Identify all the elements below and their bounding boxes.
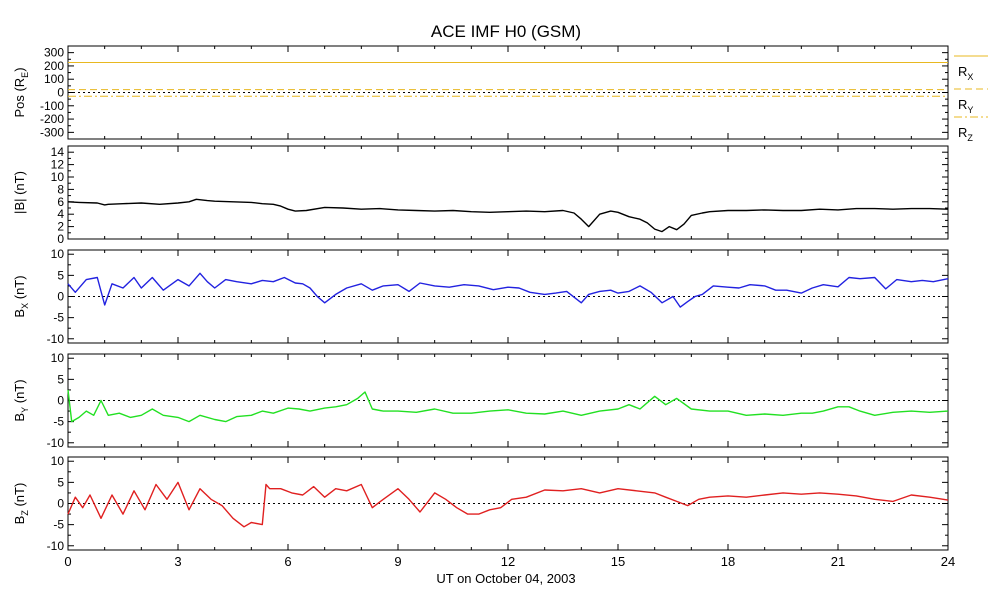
panel-By: -10 -5 0 5 10 BY (nT) — [12, 351, 949, 450]
y-axis-label-main: B — [12, 309, 27, 318]
x-tick-label: 3 — [174, 554, 181, 569]
y-axis-label-main: B — [12, 413, 27, 422]
y-axis-label-tail: (nT) — [12, 379, 27, 406]
y-tick-label: 10 — [51, 351, 65, 365]
legend-label-sub: Z — [967, 133, 973, 143]
y-axis-label-tail: (nT) — [12, 275, 27, 302]
y-axis-label-sub: Z — [20, 510, 30, 516]
legend-label: RZ — [958, 125, 973, 143]
legend-label: RY — [958, 97, 973, 115]
y-tick-label: -300 — [40, 125, 64, 139]
chart-title: ACE IMF H0 (GSM) — [431, 22, 581, 41]
y-tick-label: -5 — [53, 518, 64, 532]
y-tick-label: 100 — [44, 72, 64, 86]
y-tick-label: 0 — [57, 232, 64, 246]
y-tick-label: 10 — [51, 170, 65, 184]
x-tick-label: 21 — [831, 554, 845, 569]
y-tick-label: 10 — [51, 454, 65, 468]
y-axis-label-tail: (nT) — [12, 483, 27, 510]
y-axis-label-sub: E — [20, 72, 30, 78]
y-axis-label-sub: Y — [20, 407, 30, 413]
series-line-Bz — [67, 481, 949, 528]
legend-label: RX — [958, 64, 973, 82]
y-axis-label-tail: ) — [12, 67, 27, 71]
y-tick-label: 5 — [57, 372, 64, 386]
y-tick-label: -10 — [47, 436, 65, 450]
y-tick-label: 8 — [57, 182, 64, 196]
x-tick-label: 9 — [394, 554, 401, 569]
y-axis-label-sub: X — [20, 303, 30, 309]
y-tick-label: 0 — [57, 394, 64, 408]
y-axis-label-main: B — [12, 516, 27, 525]
y-axis-label: |B| (nT) — [12, 171, 27, 214]
y-tick-label: 6 — [57, 195, 64, 209]
y-axis-label: BY (nT) — [12, 379, 30, 421]
y-tick-label: 0 — [57, 86, 64, 100]
y-axis-label: Pos (RE) — [12, 67, 30, 117]
y-tick-label: 14 — [51, 145, 65, 159]
x-tick-label: 24 — [941, 554, 955, 569]
y-tick-label: -5 — [53, 415, 64, 429]
y-tick-label: 5 — [57, 268, 64, 282]
y-tick-label: 12 — [51, 158, 65, 172]
series-line-Bmag — [67, 198, 949, 233]
x-tick-label: 15 — [611, 554, 625, 569]
y-tick-label: -5 — [53, 311, 64, 325]
x-axis: 0 3 6 9 12 15 18 21 24 — [64, 554, 955, 569]
legend-label-main: R — [958, 125, 967, 140]
series-line-Bx — [67, 272, 949, 308]
y-tick-label: -200 — [40, 112, 64, 126]
y-tick-label: 200 — [44, 59, 64, 73]
legend-label-main: R — [958, 64, 967, 79]
y-tick-label: 0 — [57, 497, 64, 511]
y-axis-label-main: Pos (R — [12, 78, 27, 118]
plot-frame — [67, 145, 949, 240]
y-tick-label: 5 — [57, 475, 64, 489]
y-tick-label: 10 — [51, 247, 65, 261]
series-line-By — [67, 389, 949, 423]
y-tick-label: 0 — [57, 290, 64, 304]
x-tick-label: 6 — [284, 554, 291, 569]
y-tick-label: 4 — [57, 207, 64, 221]
panel-Bz: -10 -5 0 5 10 BZ (nT) — [12, 454, 949, 553]
x-tick-label: 0 — [64, 554, 71, 569]
y-axis-label: BX (nT) — [12, 275, 30, 317]
legend-label-sub: Y — [967, 105, 973, 115]
y-tick-label: -10 — [47, 539, 65, 553]
y-tick-label: 2 — [57, 220, 64, 234]
y-axis-label: BZ (nT) — [12, 483, 30, 525]
panel-Bx: -10 -5 0 5 10 BX (nT) — [12, 247, 949, 346]
legend-label-sub: X — [967, 72, 973, 82]
x-tick-label: 18 — [721, 554, 735, 569]
y-tick-label: -10 — [47, 332, 65, 346]
y-axis-label-main: |B| (nT) — [12, 171, 27, 214]
y-tick-label: 300 — [44, 46, 64, 60]
x-tick-label: 12 — [501, 554, 515, 569]
y-tick-label: -100 — [40, 99, 64, 113]
x-axis-label: UT on October 04, 2003 — [436, 571, 575, 586]
legend-label-main: R — [958, 97, 967, 112]
